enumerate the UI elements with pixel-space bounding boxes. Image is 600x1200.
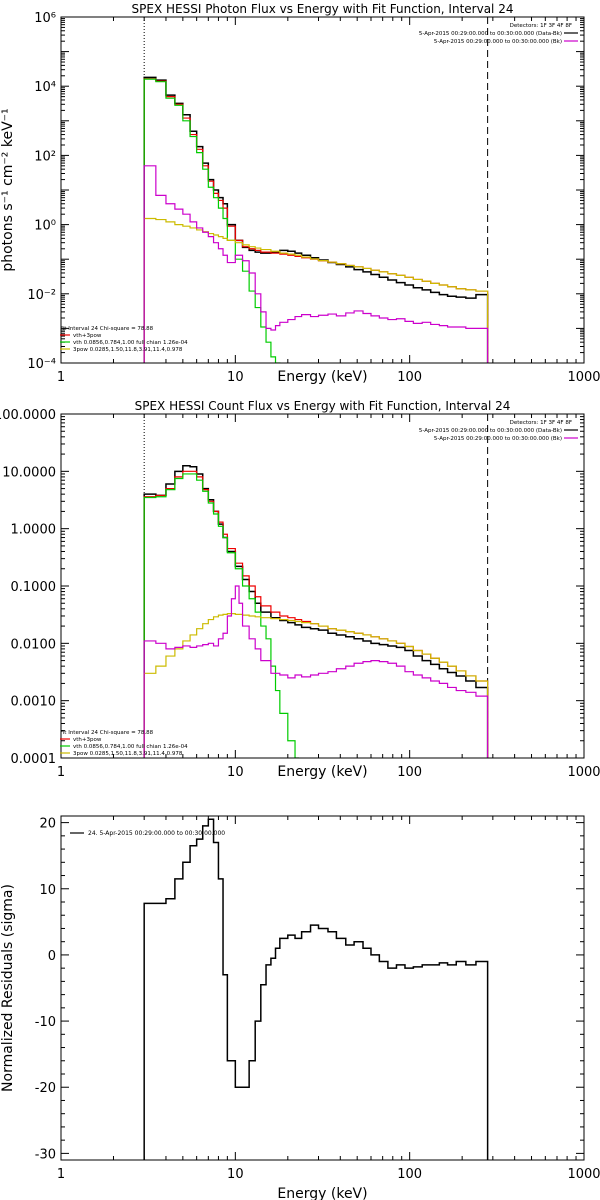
y-axis-title: Normalized Residuals (sigma): [0, 884, 16, 1092]
series-line-5: [143, 165, 489, 363]
x-tick-label: 10: [227, 1167, 244, 1182]
y-tick-label: -10: [35, 1015, 56, 1030]
y-tick-label: 10⁰: [34, 219, 56, 234]
x-tick-label: 10: [227, 370, 244, 385]
chart-title: SPEX HESSI Photon Flux vs Energy with Fi…: [132, 2, 514, 16]
y-tick-label: 10⁴: [34, 80, 56, 95]
y-tick-label: 0: [48, 949, 56, 964]
x-axis-title: Energy (keV): [277, 369, 367, 385]
y-axis-title: photons s⁻¹ cm⁻² keV⁻¹: [0, 108, 16, 271]
legend-entry: vth+3pow: [73, 737, 102, 743]
legend-fit-info: Fit Interval 24 Chi-square = 78.88: [60, 326, 154, 332]
series-line-1: [143, 465, 489, 758]
series-line-3: [143, 473, 299, 758]
legend-entry: 24. 5-Apr-2015 00:29:00.000 to 00:30:00.…: [88, 830, 225, 837]
plot-frame: [60, 413, 585, 759]
series-line-1: [143, 76, 489, 363]
y-tick-label: 10.0000: [2, 465, 56, 480]
x-tick-label: 10: [227, 765, 244, 780]
y-tick-label: 20: [39, 817, 56, 832]
x-tick-label: 1000: [567, 370, 600, 385]
chart-panel-1: SPEX HESSI Photon Flux vs Energy with Fi…: [0, 2, 600, 385]
x-tick-label: 1: [57, 370, 65, 385]
legend-entry: vth 0.0856,0.784,1.00 full chian 1.26e-0…: [73, 744, 188, 750]
series-line-3: [143, 78, 281, 363]
chart-panel-3: 1 10 100 1000 -30 -20 -10 0 10 20 Energy (keV) Norm…: [0, 815, 600, 1200]
x-tick-label: 1000: [567, 1167, 600, 1182]
legend-entry: 5-Apr-2015 00:29:00.000 to 00:30:00.000 …: [434, 39, 562, 45]
y-tick-label: 10⁻⁴: [27, 357, 56, 372]
legend-entry: vth+3pow: [73, 333, 102, 339]
legend-entry: 5-Apr-2015 00:29:00.000 to 00:30:00.000 …: [419, 31, 562, 37]
y-tick-label: 0.1000: [11, 580, 57, 595]
series-line-4: [143, 217, 489, 363]
x-tick-label: 100: [397, 765, 422, 780]
series-line-5: [143, 585, 489, 758]
chart-title: SPEX HESSI Count Flux vs Energy with Fit…: [135, 399, 511, 413]
y-tick-label: 10⁶: [34, 11, 56, 26]
y-tick-label: 1.0000: [11, 523, 57, 538]
y-tick-label: 10²: [34, 149, 56, 164]
x-tick-label: 1: [57, 1167, 65, 1182]
legend-detectors: Detectors: 1F 3F 4F 8F: [510, 420, 572, 426]
x-axis-title: Energy (keV): [277, 764, 367, 780]
chart-panel-2: SPEX HESSI Count Flux vs Energy with Fit…: [0, 399, 600, 780]
x-tick-label: 100: [397, 370, 422, 385]
x-tick-label: 1000: [567, 765, 600, 780]
legend-entry: 5-Apr-2015 00:29:00.000 to 00:30:00.000 …: [419, 428, 562, 434]
legend-entry: vth 0.0856,0.784,1.00 full chian 1.26e-0…: [73, 340, 188, 346]
y-tick-label: 10: [39, 883, 56, 898]
y-tick-label: 0.0001: [11, 752, 57, 767]
series-line-4: [143, 613, 489, 758]
legend-fit-info: Fit Interval 24 Chi-square = 78.88: [60, 730, 154, 736]
series-line-1: [143, 818, 489, 1160]
x-tick-label: 1: [57, 765, 65, 780]
legend-entry: 3pow 0.0285,1.50,11.8,3.91,11.4,0.978: [73, 347, 183, 353]
x-axis-title: Energy (keV): [277, 1186, 367, 1200]
y-tick-label: 100.0000: [0, 408, 56, 423]
legend-entry: 5-Apr-2015 00:29:00.000 to 00:30:00.000 …: [434, 436, 562, 442]
plot-frame: [60, 16, 585, 364]
y-tick-label: -30: [35, 1147, 56, 1162]
series-line-2: [143, 78, 489, 363]
y-tick-label: -20: [35, 1081, 56, 1096]
y-tick-label: 10⁻²: [27, 288, 56, 303]
plot-frame: [60, 815, 585, 1161]
legend-entry: 3pow 0.0285,1.50,11.8,3.91,11.4,0.978: [73, 751, 183, 757]
legend-detectors: Detectors: 1F 3F 4F 8F: [510, 23, 572, 29]
y-tick-label: 0.0100: [11, 637, 57, 652]
y-tick-label: 0.0010: [11, 695, 57, 710]
x-tick-label: 100: [397, 1167, 422, 1182]
